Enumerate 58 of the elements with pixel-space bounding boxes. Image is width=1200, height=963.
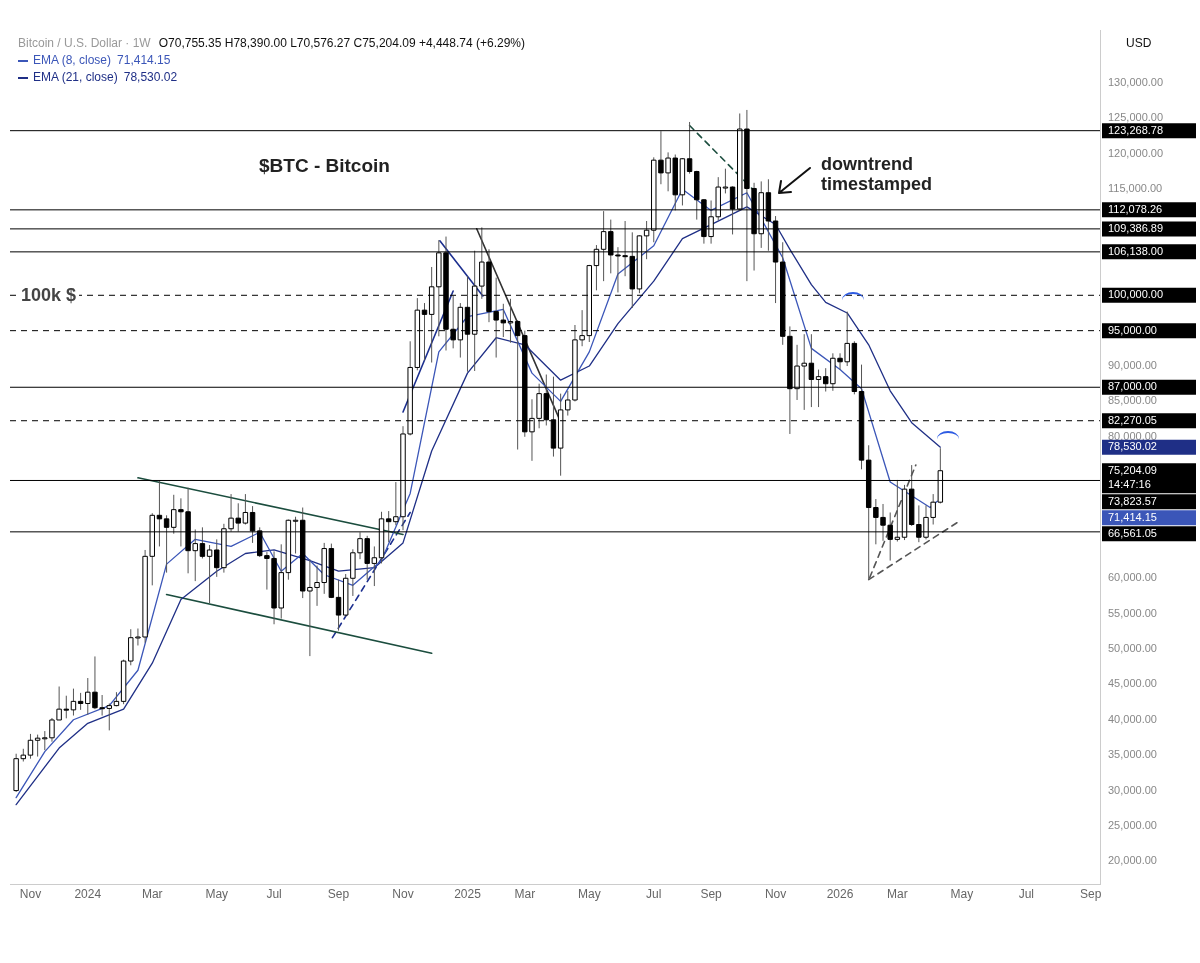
y-tick-label: 60,000.00 — [1108, 571, 1157, 584]
y-tick-label: 20,000.00 — [1108, 854, 1157, 867]
x-tick-label: Mar — [514, 887, 536, 902]
y-tick-label: 45,000.00 — [1108, 677, 1157, 690]
y-tick-label: 35,000.00 — [1108, 748, 1157, 761]
x-tick-label: Jul — [1018, 887, 1034, 902]
ref-line-label: 87,000.00 — [1108, 380, 1157, 393]
x-tick-label: 2025 — [454, 887, 482, 902]
x-tick-label: Mar — [141, 887, 163, 902]
annotation: $BTC - Bitcoin — [256, 155, 393, 177]
x-tick-label: Mar — [887, 887, 908, 902]
x-tick-label: Nov — [19, 887, 42, 902]
ref-line-label: 66,561.05 — [1108, 526, 1157, 539]
text: 78,530.02 — [1108, 440, 1157, 453]
x-tick-label: 2026 — [826, 887, 854, 902]
ref-line-label: 106,138.00 — [1108, 244, 1164, 257]
text: 14:47:16 — [1108, 478, 1151, 491]
y-tick-label: 85,000.00 — [1108, 394, 1157, 407]
ref-line-label: 73,823.57 — [1108, 494, 1157, 507]
x-tick-label: Jul — [646, 887, 662, 902]
annotation: downtrend timestamped — [818, 154, 954, 194]
x-tick-label: Sep — [1080, 887, 1102, 902]
y-tick-label: 40,000.00 — [1108, 712, 1157, 725]
x-tick-label: Sep — [327, 887, 350, 902]
ref-line-label: 109,386.89 — [1108, 221, 1164, 234]
ref-line-label: 112,078.26 — [1108, 202, 1163, 215]
x-tick-label: May — [577, 887, 601, 902]
legend-label: EMA (8, close) — [33, 53, 112, 67]
y-tick-label: 50,000.00 — [1108, 642, 1157, 655]
ref-line-label: 123,268.78 — [1108, 123, 1164, 136]
x-tick-label: Sep — [700, 887, 723, 902]
text: 71,414.15 — [1108, 510, 1157, 523]
annotation: 100k $ — [18, 285, 80, 306]
y-tick-label: 25,000.00 — [1108, 818, 1157, 831]
y-tick-label: 115,000.00 — [1108, 182, 1163, 195]
x-tick-label: Jul — [266, 887, 282, 902]
x-tick-label: Nov — [392, 887, 414, 902]
ref-line-label: 100,000.00 — [1108, 288, 1164, 301]
y-tick-label: 55,000.00 — [1108, 606, 1157, 619]
y-tick-label: 120,000.00 — [1108, 146, 1164, 159]
annotation: 71,414.15 — [117, 53, 171, 67]
y-tick-label: 125,000.00 — [1108, 111, 1164, 124]
ref-line-label: 95,000.00 — [1108, 323, 1157, 336]
annotation: 78,530.02 — [123, 70, 178, 84]
y-tick-label: 90,000.00 — [1108, 359, 1157, 372]
text: 75,204.09 — [1108, 463, 1157, 476]
x-tick-label: 2024 — [74, 887, 102, 902]
annotation: O70,755.35 H78,390.00 L70,576.27 C75,204.09 +4,448.74 (+6.29%) — [158, 36, 525, 50]
ref-line-label: 82,270.05 — [1108, 413, 1157, 426]
x-tick-label: May — [205, 887, 229, 902]
text: USD — [1123, 36, 1155, 50]
y-tick-label: 30,000.00 — [1108, 783, 1157, 796]
legend-label: EMA (21, close) — [33, 70, 118, 84]
y-tick-label: 130,000.00 — [1108, 76, 1164, 89]
text: Bitcoin / U.S. Dollar · 1W — [18, 36, 151, 50]
y-tick-label: 80,000.00 — [1108, 429, 1157, 442]
x-tick-label: May — [950, 887, 974, 902]
x-tick-label: Nov — [764, 887, 787, 902]
